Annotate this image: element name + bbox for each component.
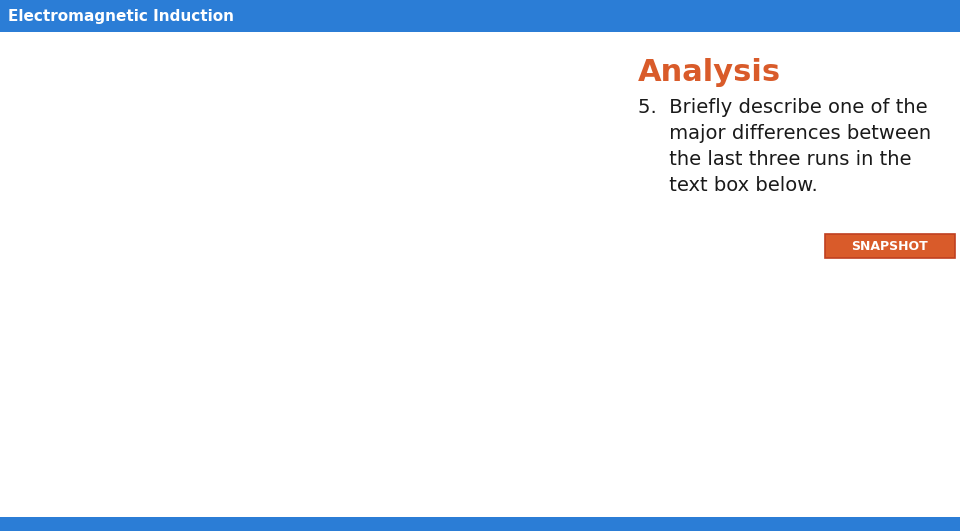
Text: major differences between: major differences between — [638, 124, 931, 143]
Bar — [825, 234, 955, 258]
Text: 5.  Briefly describe one of the: 5. Briefly describe one of the — [638, 98, 927, 117]
Bar — [0, 517, 960, 531]
Text: Electromagnetic Induction: Electromagnetic Induction — [8, 8, 234, 23]
Text: SNAPSHOT: SNAPSHOT — [852, 239, 928, 253]
Bar — [0, 0, 960, 32]
Text: text box below.: text box below. — [638, 176, 818, 195]
Text: the last three runs in the: the last three runs in the — [638, 150, 911, 169]
Text: Analysis: Analysis — [638, 58, 781, 87]
